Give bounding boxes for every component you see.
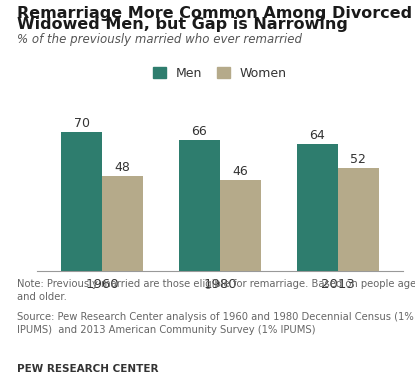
Bar bbox=[297, 144, 338, 271]
Text: Note: Previously married are those eligible for remarriage. Based on people ages: Note: Previously married are those eligi… bbox=[17, 279, 415, 302]
Text: % of the previously married who ever remarried: % of the previously married who ever rem… bbox=[17, 33, 302, 46]
Bar bbox=[102, 176, 143, 271]
Text: 64: 64 bbox=[309, 129, 325, 142]
Text: Remarriage More Common Among Divorced and: Remarriage More Common Among Divorced an… bbox=[17, 6, 415, 21]
Bar bbox=[338, 167, 379, 271]
Text: PEW RESEARCH CENTER: PEW RESEARCH CENTER bbox=[17, 364, 158, 374]
Text: 48: 48 bbox=[115, 161, 131, 174]
Bar bbox=[61, 132, 102, 271]
Bar bbox=[220, 179, 261, 271]
Text: 46: 46 bbox=[233, 164, 249, 177]
Text: 70: 70 bbox=[73, 117, 90, 130]
Text: Widowed Men, but Gap is Narrowing: Widowed Men, but Gap is Narrowing bbox=[17, 17, 347, 32]
Text: Source: Pew Research Center analysis of 1960 and 1980 Decennial Census (1%
IPUMS: Source: Pew Research Center analysis of … bbox=[17, 312, 413, 335]
Text: 66: 66 bbox=[191, 125, 207, 137]
Bar bbox=[179, 140, 220, 271]
Text: 52: 52 bbox=[350, 152, 366, 166]
Legend: Men, Women: Men, Women bbox=[153, 67, 287, 80]
